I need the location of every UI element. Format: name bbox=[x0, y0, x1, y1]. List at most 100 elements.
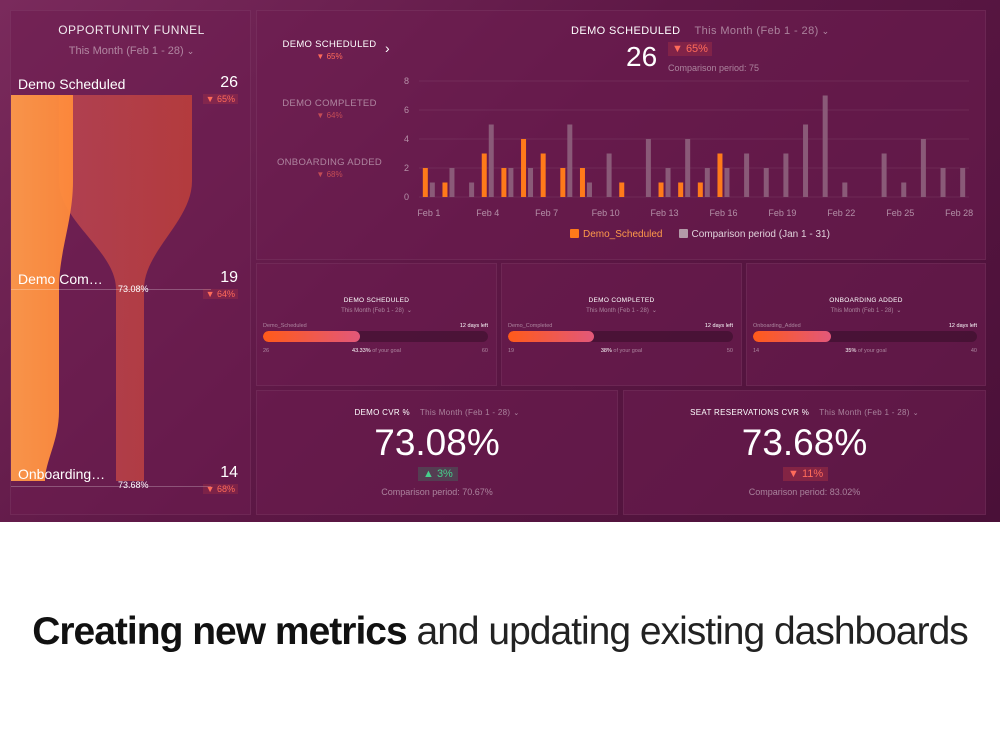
bar-comparison bbox=[665, 168, 671, 197]
funnel-divider bbox=[11, 289, 211, 290]
legend-item-demo-scheduled[interactable]: Demo_Scheduled bbox=[570, 229, 663, 240]
funnel-title: OPPORTUNITY FUNNEL bbox=[58, 23, 205, 37]
funnel-period-select[interactable]: This Month (Feb 1 - 28) ⌄ bbox=[11, 45, 252, 57]
metric-tab-name: DEMO SCHEDULED bbox=[282, 39, 377, 50]
funnel-stage-1-change: ▼ 65% bbox=[202, 94, 238, 104]
goal-target: 60 bbox=[481, 348, 488, 354]
goal-period[interactable]: This Month (Feb 1 - 28) ⌄ bbox=[257, 307, 496, 314]
goal-progress-bar bbox=[508, 331, 733, 342]
goal-percent: 43.33% bbox=[352, 348, 371, 354]
bar-comparison bbox=[842, 182, 848, 197]
metric-tab-change: ▼ 64% bbox=[316, 111, 343, 120]
chart-period-select[interactable]: This Month (Feb 1 - 28) ⌄ bbox=[695, 25, 830, 37]
bar-comparison bbox=[704, 168, 710, 197]
checkbox-checked-icon bbox=[678, 229, 688, 238]
bar-demo-scheduled bbox=[501, 168, 507, 197]
kpi-value: 73.08% bbox=[374, 422, 500, 463]
bar-comparison bbox=[724, 168, 730, 197]
x-tick-label: Feb 19 bbox=[768, 208, 796, 218]
x-tick-label: Feb 4 bbox=[476, 208, 499, 218]
bar-comparison bbox=[586, 182, 592, 197]
funnel-stage-1-count: 26 bbox=[220, 74, 238, 91]
funnel-drop-area bbox=[11, 95, 192, 481]
funnel-stage-1-label: Demo Scheduled bbox=[18, 76, 126, 92]
bar-demo-scheduled bbox=[560, 168, 566, 197]
bar-comparison bbox=[763, 168, 769, 197]
goal-progress-fill bbox=[753, 331, 832, 342]
goal-period-label: This Month (Feb 1 - 28) bbox=[586, 308, 649, 314]
bar-comparison bbox=[881, 153, 887, 197]
goal-progress-text: 35% of your goal bbox=[747, 348, 985, 354]
funnel-graphic bbox=[11, 95, 192, 481]
bar-comparison bbox=[744, 153, 750, 197]
legend-label: Comparison period (Jan 1 - 31) bbox=[691, 229, 830, 240]
bar-demo-scheduled bbox=[540, 153, 546, 197]
x-tick-label: Feb 28 bbox=[945, 208, 973, 218]
kpi-period-select[interactable]: This Month (Feb 1 - 28) ⌄ bbox=[819, 408, 919, 417]
funnel-stage-2-change: ▼ 64% bbox=[202, 289, 238, 299]
kpi-period-label: This Month (Feb 1 - 28) bbox=[419, 408, 511, 417]
bar-comparison bbox=[508, 168, 514, 197]
metric-tab-name: ONBOARDING ADDED bbox=[276, 157, 383, 168]
x-tick-label: Feb 25 bbox=[886, 208, 914, 218]
y-tick-label: 6 bbox=[404, 105, 409, 115]
bar-comparison bbox=[940, 168, 946, 197]
chevron-down-icon: ⌄ bbox=[821, 26, 830, 36]
bar-comparison bbox=[901, 182, 907, 197]
goal-suffix: of your goal bbox=[613, 348, 643, 354]
kpi-change-badge: ▲ 3% bbox=[418, 467, 458, 481]
metric-tab-onboarding-added[interactable]: ONBOARDING ADDED ▼ 68% bbox=[267, 157, 392, 179]
goal-card-demo-scheduled: DEMO SCHEDULED This Month (Feb 1 - 28) ⌄ … bbox=[256, 263, 497, 386]
caption-bold: Creating new metrics bbox=[32, 610, 407, 653]
bar-comparison bbox=[960, 168, 966, 197]
opportunity-funnel-panel: OPPORTUNITY FUNNEL This Month (Feb 1 - 2… bbox=[10, 10, 251, 515]
legend-label: Demo_Scheduled bbox=[583, 229, 663, 240]
goal-period[interactable]: This Month (Feb 1 - 28) ⌄ bbox=[747, 307, 985, 314]
checkbox-checked-icon bbox=[570, 229, 579, 238]
y-tick-label: 2 bbox=[404, 163, 409, 173]
funnel-stage-2-conversion: 73.08% bbox=[118, 284, 149, 294]
x-tick-label: Feb 7 bbox=[535, 208, 558, 218]
metric-tab-demo-scheduled[interactable]: DEMO SCHEDULED ▼ 65% bbox=[267, 39, 392, 61]
demo-scheduled-chart-panel: DEMO SCHEDULED ▼ 65% › DEMO COMPLETED ▼ … bbox=[256, 10, 986, 260]
chevron-right-icon: › bbox=[385, 40, 390, 56]
y-tick-label: 8 bbox=[404, 76, 409, 86]
bar-demo-scheduled bbox=[442, 182, 448, 197]
funnel-stage-3-conversion: 73.68% bbox=[118, 480, 149, 490]
chevron-down-icon: ⌄ bbox=[513, 410, 520, 417]
metric-tab-demo-completed[interactable]: DEMO COMPLETED ▼ 64% bbox=[267, 98, 392, 120]
goal-suffix: of your goal bbox=[372, 348, 401, 354]
metric-tab-name: DEMO COMPLETED bbox=[282, 98, 377, 109]
chart-header: DEMO SCHEDULED This Month (Feb 1 - 28) ⌄ bbox=[571, 25, 830, 37]
dashboard: OPPORTUNITY FUNNEL This Month (Feb 1 - 2… bbox=[0, 0, 1000, 522]
goal-days-left: 12 days left bbox=[704, 323, 733, 329]
goal-metric: Demo_Completed bbox=[508, 323, 553, 329]
goal-period[interactable]: This Month (Feb 1 - 28) ⌄ bbox=[502, 307, 741, 314]
kpi-period-select[interactable]: This Month (Feb 1 - 28) ⌄ bbox=[420, 408, 520, 417]
bar-chart: 0 2 4 6 8 Feb 1 Feb 4 Feb 7 Feb 10 Feb 13 Feb 16 Fe… bbox=[404, 76, 973, 218]
metric-tab-change: ▼ 65% bbox=[316, 52, 343, 61]
chart-period-label: This Month (Feb 1 - 28) bbox=[694, 25, 819, 37]
goal-current: 19 bbox=[508, 348, 515, 354]
bar-demo-scheduled bbox=[481, 153, 487, 197]
funnel-divider bbox=[11, 486, 211, 487]
goal-card-onboarding-added: ONBOARDING ADDED This Month (Feb 1 - 28)… bbox=[746, 263, 986, 386]
bar-comparison bbox=[488, 124, 494, 197]
bar-comparison bbox=[606, 153, 612, 197]
bar-comparison bbox=[803, 124, 809, 197]
kpi-comparison: Comparison period: 83.02% bbox=[748, 487, 861, 497]
kpi-card-demo-cvr: DEMO CVR % This Month (Feb 1 - 28) ⌄ 73.08… bbox=[256, 390, 618, 515]
goal-title: DEMO SCHEDULED bbox=[343, 297, 410, 304]
goal-title: ONBOARDING ADDED bbox=[829, 297, 903, 304]
bar-comparison bbox=[920, 139, 926, 197]
y-tick-label: 0 bbox=[404, 192, 409, 202]
bar-comparison bbox=[449, 168, 455, 197]
bar-demo-scheduled bbox=[717, 153, 723, 197]
bar-demo-scheduled bbox=[521, 139, 527, 197]
funnel-stage-2-label: Demo Com… bbox=[18, 271, 103, 287]
goal-metric: Demo_Scheduled bbox=[263, 323, 307, 329]
legend-item-comparison[interactable]: Comparison period (Jan 1 - 31) bbox=[678, 229, 830, 240]
funnel-stage-3-label: Onboarding… bbox=[18, 466, 106, 482]
chevron-down-icon: ⌄ bbox=[912, 410, 919, 417]
goal-progress-bar bbox=[753, 331, 977, 342]
